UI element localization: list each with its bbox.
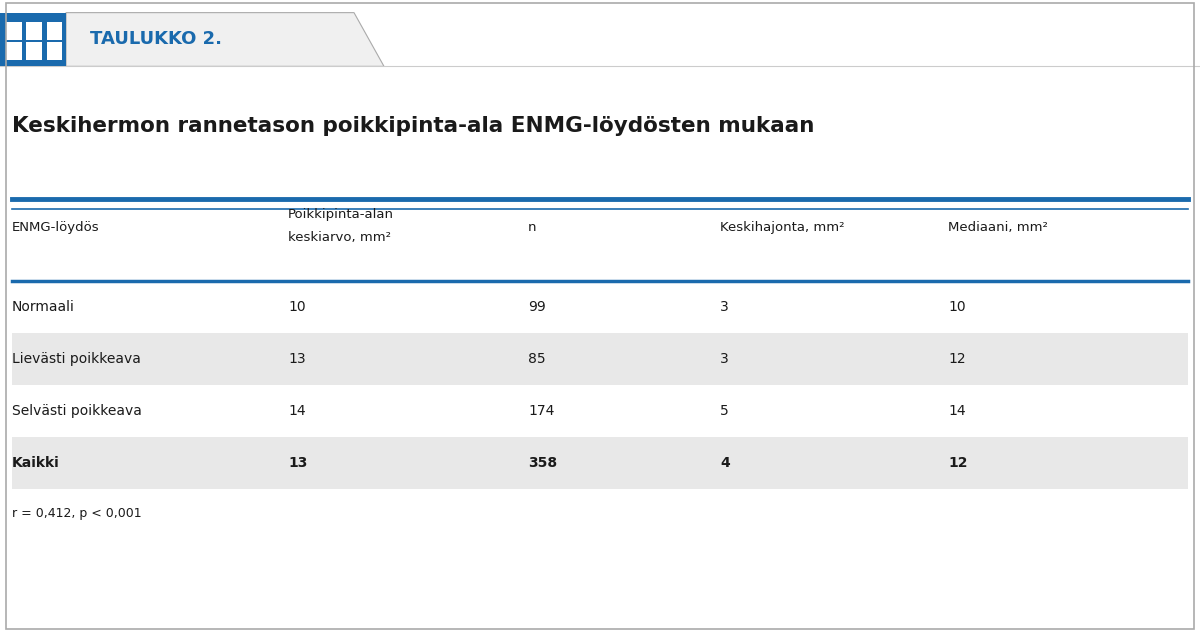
Text: 174: 174 bbox=[528, 404, 554, 418]
Text: 14: 14 bbox=[288, 404, 306, 418]
Text: 358: 358 bbox=[528, 456, 557, 470]
Text: 4: 4 bbox=[720, 456, 730, 470]
Text: Selvästi poikkeava: Selvästi poikkeava bbox=[12, 404, 142, 418]
Text: 5: 5 bbox=[720, 404, 728, 418]
Polygon shape bbox=[66, 13, 384, 66]
Text: Lievästi poikkeava: Lievästi poikkeava bbox=[12, 352, 140, 366]
Text: 14: 14 bbox=[948, 404, 966, 418]
Bar bbox=[6, 42, 22, 60]
Text: Keskihajonta, mm²: Keskihajonta, mm² bbox=[720, 221, 845, 234]
Text: 10: 10 bbox=[288, 300, 306, 314]
Text: Keskihermon rannetason poikkipinta-ala ENMG-löydösten mukaan: Keskihermon rannetason poikkipinta-ala E… bbox=[12, 116, 815, 137]
Text: keskiarvo, mm²: keskiarvo, mm² bbox=[288, 231, 391, 243]
Bar bbox=[6, 22, 22, 40]
Text: 12: 12 bbox=[948, 456, 967, 470]
Text: 10: 10 bbox=[948, 300, 966, 314]
Text: 3: 3 bbox=[720, 352, 728, 366]
Text: Mediaani, mm²: Mediaani, mm² bbox=[948, 221, 1048, 234]
Text: 99: 99 bbox=[528, 300, 546, 314]
Bar bbox=[47, 22, 62, 40]
Bar bbox=[12, 333, 1188, 385]
Text: ENMG-löydös: ENMG-löydös bbox=[12, 221, 100, 234]
Bar bbox=[12, 437, 1188, 489]
Bar bbox=[47, 42, 62, 60]
Text: 3: 3 bbox=[720, 300, 728, 314]
Text: TAULUKKO 2.: TAULUKKO 2. bbox=[90, 30, 222, 49]
FancyBboxPatch shape bbox=[0, 13, 66, 66]
Text: Kaikki: Kaikki bbox=[12, 456, 60, 470]
Text: r = 0,412, p < 0,001: r = 0,412, p < 0,001 bbox=[12, 507, 142, 520]
Text: n: n bbox=[528, 221, 536, 234]
Bar bbox=[26, 22, 42, 40]
Text: Normaali: Normaali bbox=[12, 300, 74, 314]
Text: 85: 85 bbox=[528, 352, 546, 366]
Text: 13: 13 bbox=[288, 352, 306, 366]
Text: Poikkipinta-alan: Poikkipinta-alan bbox=[288, 209, 394, 221]
Bar bbox=[26, 42, 42, 60]
Text: 12: 12 bbox=[948, 352, 966, 366]
Text: 13: 13 bbox=[288, 456, 307, 470]
